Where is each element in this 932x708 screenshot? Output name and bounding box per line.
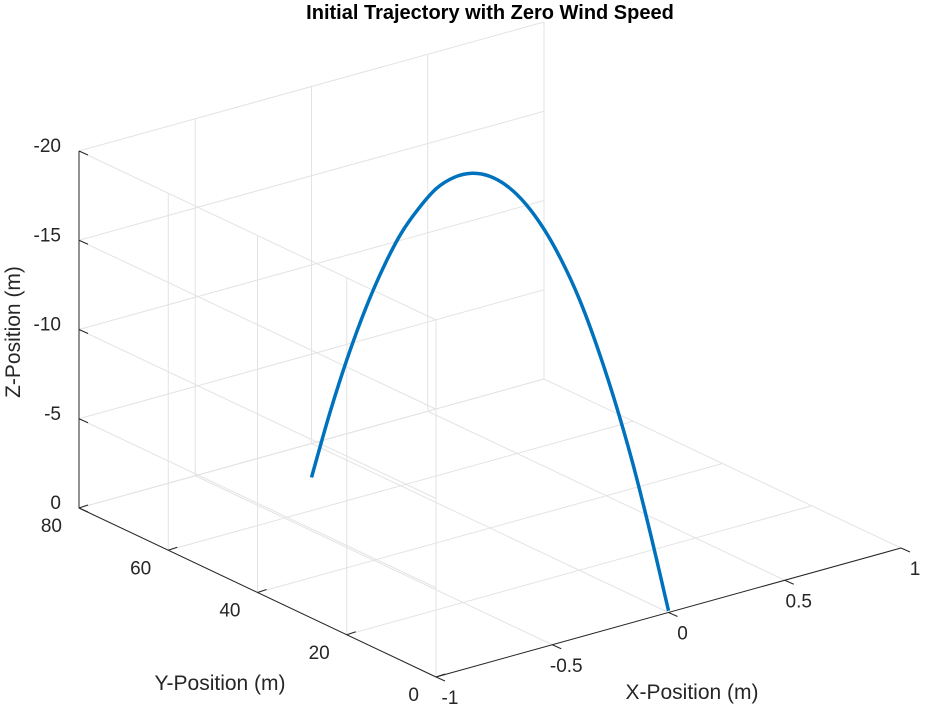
grid-line-backwall-z — [78, 110, 545, 241]
y-tick-label: 80 — [41, 516, 62, 537]
y-tick-label: 40 — [219, 601, 240, 622]
grid-line-floor-y — [168, 420, 634, 551]
x-tick — [668, 612, 678, 617]
x-tick — [784, 579, 794, 585]
grid-line-floor-y — [257, 463, 723, 593]
grid-line-sidewall-z — [78, 239, 437, 410]
grid-line-sidewall-z — [78, 418, 437, 589]
trajectory-line — [309, 171, 671, 612]
x-tick-label: -1 — [442, 688, 459, 708]
y-tick — [257, 589, 267, 593]
x-tick — [900, 547, 911, 553]
grid-line-backwall-z — [78, 200, 545, 330]
z-tick-label: -5 — [44, 404, 61, 425]
grid-line-backwall-z — [78, 289, 545, 420]
z-tick-label: -15 — [34, 225, 61, 246]
x-tick-label: -0.5 — [550, 656, 583, 677]
y-tick — [346, 631, 356, 636]
z-tick — [78, 418, 89, 424]
x-tick-label: 0 — [677, 624, 688, 645]
tick-marks — [78, 150, 911, 682]
trajectory-series — [309, 171, 671, 612]
z-tick-label: -10 — [34, 315, 61, 336]
y-tick-label: 60 — [130, 558, 151, 579]
x-tick-label: 1 — [910, 559, 921, 580]
z-axis-label: Z-Position (m) — [2, 266, 25, 398]
z-tick-label: 0 — [50, 493, 61, 514]
axes — [78, 151, 902, 678]
y-tick-label: 20 — [309, 643, 330, 664]
y-tick — [435, 673, 446, 678]
grid-line-backwall-z — [78, 21, 545, 152]
x-tick — [435, 676, 446, 682]
x-axis-label: X-Position (m) — [625, 681, 758, 704]
y-tick-label: 0 — [408, 685, 419, 706]
y-tick — [168, 546, 178, 551]
grid-line-sidewall-z — [78, 150, 437, 321]
x-tick — [552, 644, 562, 650]
z-tick — [78, 150, 89, 156]
z-tick — [78, 239, 89, 245]
grid-line-backwall-z — [78, 378, 545, 509]
z-tick-label: -20 — [34, 136, 61, 157]
z-tick — [78, 329, 89, 334]
x-tick-label: 0.5 — [786, 591, 812, 612]
grid-line-sidewall-z — [78, 329, 437, 499]
grid-lines — [78, 21, 902, 678]
y-tick — [78, 504, 89, 509]
z-tick — [78, 507, 89, 513]
chart-title: Initial Trajectory with Zero Wind Speed — [306, 2, 674, 24]
y-axis-label: Y-Position (m) — [154, 672, 285, 695]
grid-line-floor-y — [346, 505, 812, 636]
